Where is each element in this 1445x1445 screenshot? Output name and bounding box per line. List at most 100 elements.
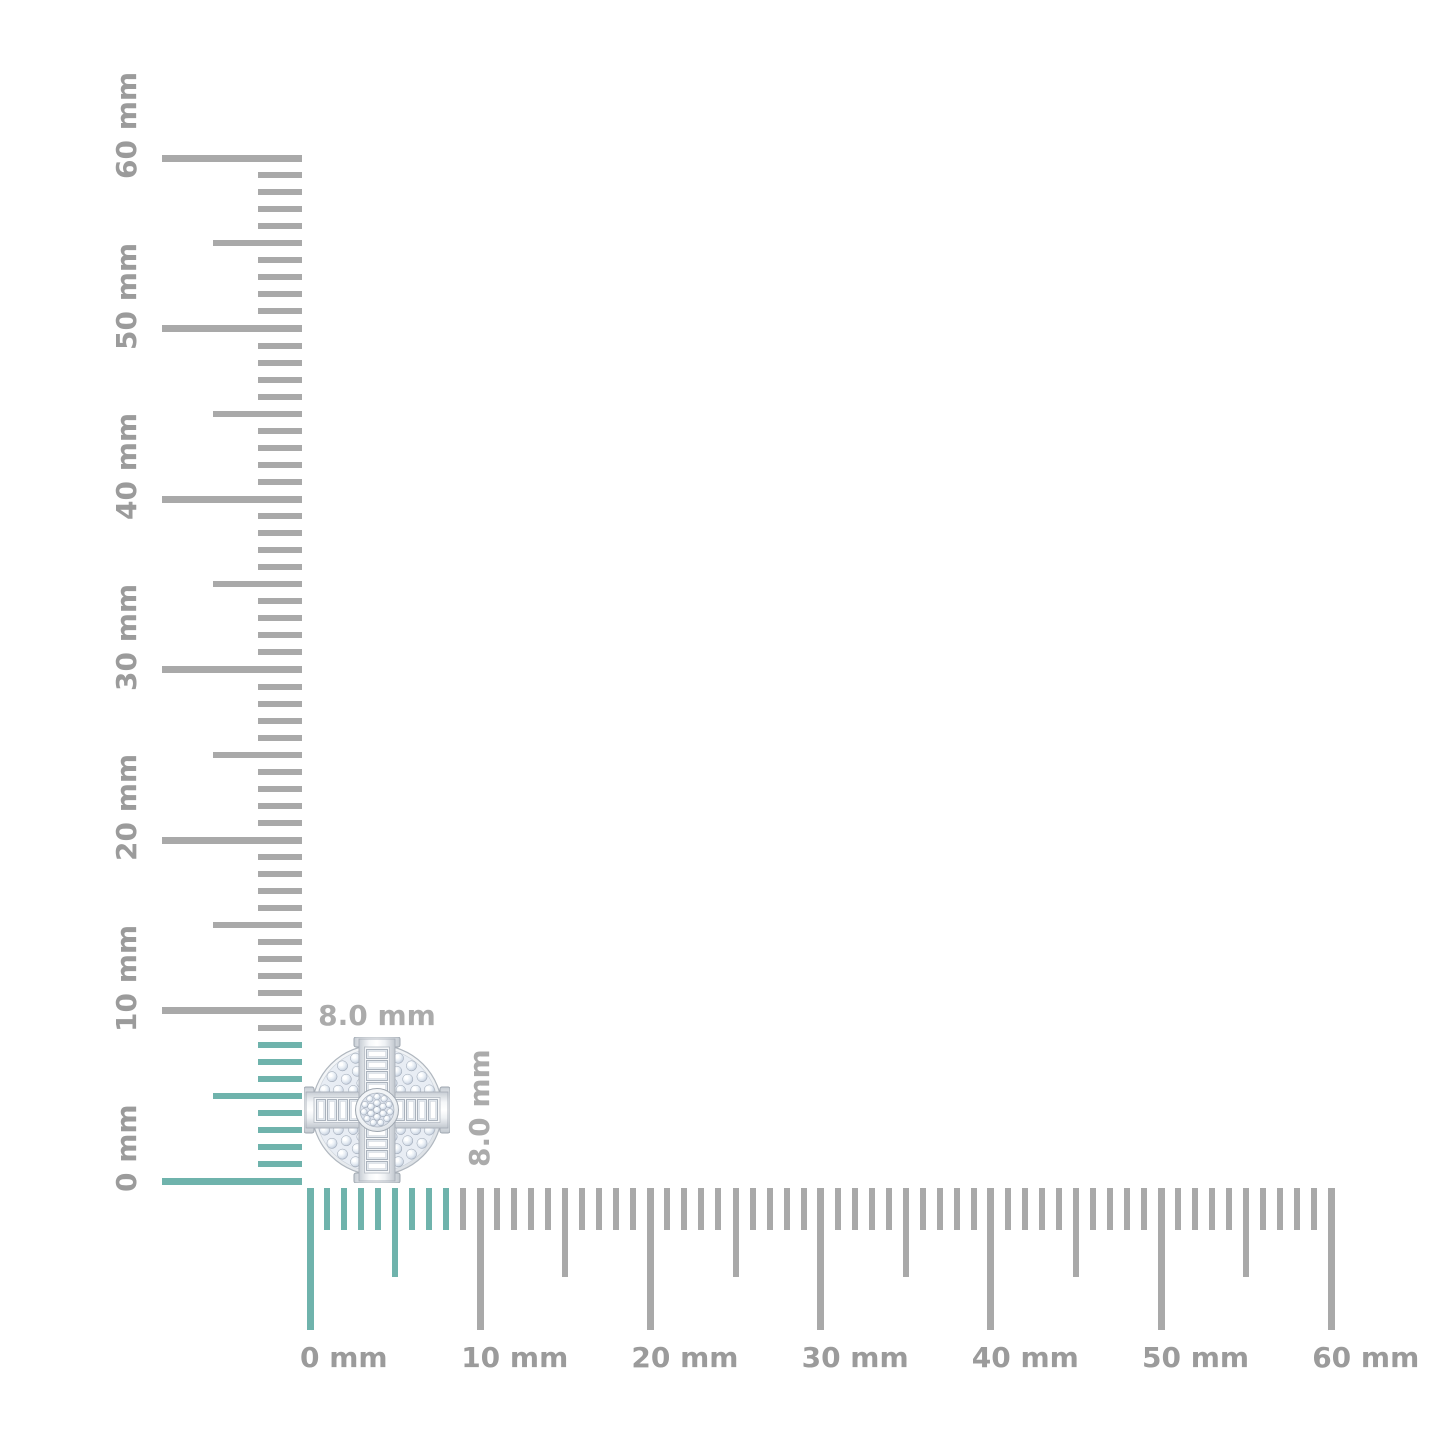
v-ruler-minor-tick [258, 615, 302, 622]
h-ruler-label: 50 mm [1142, 1341, 1250, 1374]
v-ruler-minor-tick [258, 444, 302, 451]
v-ruler-minor-tick [258, 683, 302, 690]
v-ruler-minor-tick [258, 513, 302, 520]
h-ruler-minor-tick [426, 1188, 433, 1230]
v-ruler-minor-tick [258, 888, 302, 895]
h-ruler-minor-tick [868, 1188, 875, 1230]
h-ruler-minor-tick [1294, 1188, 1301, 1230]
horizontal-baguette-diamonds [316, 1099, 438, 1121]
v-ruler-minor-tick [258, 376, 302, 383]
h-ruler-label: 10 mm [461, 1341, 569, 1374]
v-ruler-minor-tick [258, 854, 302, 861]
h-ruler-minor-tick [749, 1188, 756, 1230]
h-ruler-minor-tick [545, 1188, 552, 1230]
h-ruler-minor-tick [1021, 1188, 1028, 1230]
h-ruler-minor-tick [1089, 1188, 1096, 1230]
v-ruler-medium-tick [213, 922, 302, 929]
h-ruler-major-tick [306, 1188, 314, 1330]
v-ruler-minor-tick [258, 291, 302, 298]
h-ruler-minor-tick [1209, 1188, 1216, 1230]
v-ruler-minor-tick [258, 1058, 302, 1065]
h-ruler-minor-tick [409, 1188, 416, 1230]
v-ruler-label: 50 mm [110, 242, 143, 350]
h-ruler-minor-tick [579, 1188, 586, 1230]
h-ruler-minor-tick [528, 1188, 535, 1230]
v-ruler-label: 30 mm [110, 583, 143, 691]
v-ruler-minor-tick [258, 1024, 302, 1031]
v-ruler-minor-tick [258, 956, 302, 963]
v-ruler-minor-tick [258, 1126, 302, 1133]
h-ruler-minor-tick [698, 1188, 705, 1230]
h-ruler-minor-tick [596, 1188, 603, 1230]
h-ruler-medium-tick [1243, 1188, 1250, 1277]
h-ruler-minor-tick [766, 1188, 773, 1230]
v-ruler-minor-tick [258, 564, 302, 571]
h-ruler-minor-tick [1004, 1188, 1011, 1230]
h-ruler-minor-tick [1260, 1188, 1267, 1230]
v-ruler-minor-tick [258, 734, 302, 741]
h-ruler-medium-tick [392, 1188, 399, 1277]
h-ruler-major-tick [476, 1188, 484, 1330]
h-ruler-label: 20 mm [631, 1341, 739, 1374]
h-ruler-major-tick [1157, 1188, 1165, 1330]
h-ruler-minor-tick [970, 1188, 977, 1230]
h-ruler-medium-tick [732, 1188, 739, 1277]
h-ruler-minor-tick [375, 1188, 382, 1230]
h-ruler-medium-tick [562, 1188, 569, 1277]
h-ruler-medium-tick [902, 1188, 909, 1277]
v-ruler-minor-tick [258, 1109, 302, 1116]
v-ruler-minor-tick [258, 990, 302, 997]
v-ruler-minor-tick [258, 189, 302, 196]
v-ruler-minor-tick [258, 1041, 302, 1048]
item-width-label: 8.0 mm [318, 999, 436, 1032]
v-ruler-minor-tick [258, 1160, 302, 1167]
v-ruler-minor-tick [258, 257, 302, 264]
h-ruler-minor-tick [1311, 1188, 1318, 1230]
v-ruler-minor-tick [258, 427, 302, 434]
item-height-label: 8.0 mm [463, 1049, 496, 1167]
h-ruler-minor-tick [511, 1188, 518, 1230]
v-ruler-minor-tick [258, 819, 302, 826]
v-ruler-major-tick [162, 1177, 302, 1185]
v-ruler-major-tick [162, 666, 302, 673]
v-ruler-medium-tick [213, 581, 302, 588]
h-ruler-minor-tick [341, 1188, 348, 1230]
h-ruler-minor-tick [1140, 1188, 1147, 1230]
v-ruler-label: 0 mm [110, 1104, 143, 1192]
v-ruler-major-tick [162, 154, 302, 162]
v-ruler-minor-tick [258, 905, 302, 912]
h-ruler-minor-tick [953, 1188, 960, 1230]
v-ruler-minor-tick [258, 598, 302, 605]
v-ruler-minor-tick [258, 274, 302, 281]
v-ruler-minor-tick [258, 530, 302, 537]
h-ruler-minor-tick [936, 1188, 943, 1230]
h-ruler-minor-tick [358, 1188, 365, 1230]
h-ruler-minor-tick [885, 1188, 892, 1230]
v-ruler-minor-tick [258, 785, 302, 792]
v-ruler-major-tick [162, 325, 302, 332]
h-ruler-minor-tick [800, 1188, 807, 1230]
h-ruler-minor-tick [613, 1188, 620, 1230]
v-ruler-minor-tick [258, 206, 302, 213]
h-ruler-label: 40 mm [971, 1341, 1079, 1374]
v-ruler-medium-tick [213, 1092, 302, 1099]
v-ruler-minor-tick [258, 649, 302, 656]
v-ruler-minor-tick [258, 802, 302, 809]
h-ruler-medium-tick [1072, 1188, 1079, 1277]
h-ruler-minor-tick [460, 1188, 467, 1230]
h-ruler-major-tick [646, 1188, 654, 1330]
h-ruler-minor-tick [324, 1188, 331, 1230]
v-ruler-label: 10 mm [110, 924, 143, 1032]
v-ruler-minor-tick [258, 939, 302, 946]
v-ruler-medium-tick [213, 240, 302, 247]
v-ruler-minor-tick [258, 461, 302, 468]
v-ruler-minor-tick [258, 342, 302, 349]
h-ruler-minor-tick [1038, 1188, 1045, 1230]
v-ruler-label: 40 mm [110, 412, 143, 520]
center-cluster-diamonds [360, 1093, 394, 1127]
h-ruler-label: 30 mm [801, 1341, 909, 1374]
v-ruler-minor-tick [258, 547, 302, 554]
diamond-cluster-earring-image [304, 1037, 450, 1183]
h-ruler-label: 60 mm [1312, 1341, 1420, 1374]
